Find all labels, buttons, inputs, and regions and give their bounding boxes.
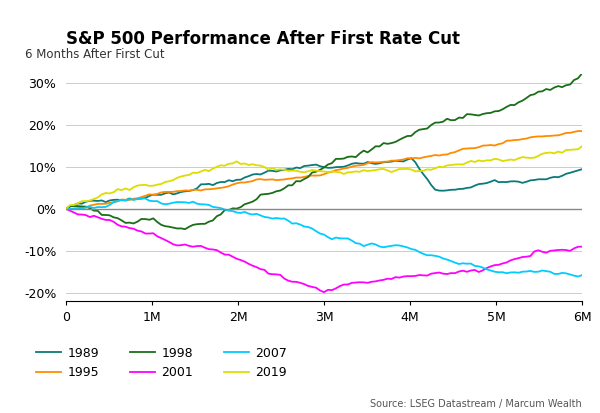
2007	[460, 261, 467, 266]
2019	[384, 168, 391, 173]
2007	[110, 199, 117, 204]
1989	[356, 161, 364, 166]
2007	[269, 216, 276, 221]
2001	[62, 206, 70, 211]
1995	[62, 206, 70, 211]
2001	[467, 268, 475, 273]
Text: Source: LSEG Datastream / Marcum Wealth: Source: LSEG Datastream / Marcum Wealth	[370, 399, 582, 409]
2001	[320, 290, 328, 295]
2007	[257, 213, 264, 218]
2001	[388, 276, 395, 281]
1989	[578, 167, 586, 172]
2001	[154, 234, 161, 239]
2007	[578, 273, 586, 278]
2007	[328, 237, 335, 242]
2007	[138, 196, 145, 201]
Line: 1995: 1995	[66, 131, 582, 209]
2019	[356, 169, 364, 174]
1989	[62, 206, 70, 211]
2019	[62, 206, 70, 211]
2001	[360, 280, 367, 285]
1989	[467, 185, 475, 190]
2007	[62, 206, 70, 211]
2019	[463, 160, 470, 165]
2001	[82, 213, 89, 218]
2019	[578, 144, 586, 149]
1998	[448, 118, 455, 123]
1989	[408, 156, 415, 161]
1995	[574, 128, 581, 133]
2019	[82, 199, 89, 204]
1998	[360, 148, 367, 153]
1989	[154, 192, 161, 197]
Line: 1989: 1989	[66, 158, 582, 209]
2007	[574, 274, 581, 279]
2001	[578, 244, 586, 249]
1995	[328, 169, 335, 174]
2019	[443, 163, 451, 168]
1989	[384, 159, 391, 164]
Line: 2001: 2001	[66, 209, 582, 292]
1995	[460, 146, 467, 151]
1989	[448, 188, 455, 192]
1998	[467, 112, 475, 117]
1998	[578, 71, 586, 76]
Legend: 1989, 1995, 1998, 2001, 2007, 2019: 1989, 1995, 1998, 2001, 2007, 2019	[31, 342, 292, 384]
1995	[257, 177, 264, 182]
Line: 1998: 1998	[66, 74, 582, 229]
1995	[114, 199, 121, 204]
1998	[82, 204, 89, 209]
Line: 2007: 2007	[66, 198, 582, 277]
2007	[229, 209, 236, 214]
Text: S&P 500 Performance After First Rate Cut: S&P 500 Performance After First Rate Cut	[66, 30, 460, 48]
1989	[82, 199, 89, 204]
1995	[578, 128, 586, 133]
1998	[388, 141, 395, 146]
1998	[62, 206, 70, 211]
1995	[229, 182, 236, 187]
2019	[154, 182, 161, 187]
2001	[448, 271, 455, 275]
1995	[269, 177, 276, 182]
Line: 2019: 2019	[66, 146, 582, 209]
Text: 6 Months After First Cut: 6 Months After First Cut	[25, 48, 164, 61]
1998	[154, 220, 161, 225]
1998	[181, 227, 188, 232]
1995	[67, 206, 74, 211]
